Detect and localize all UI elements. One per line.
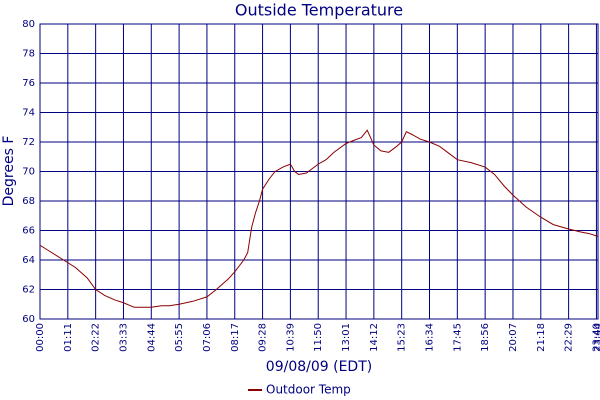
legend-label: Outdoor Temp — [266, 383, 351, 397]
x-tick-label: 14:12 — [369, 323, 380, 352]
x-tick-label: 11:50 — [313, 323, 324, 352]
x-tick-label: 05:55 — [174, 323, 185, 352]
x-tick-label: 23:44 — [593, 323, 600, 352]
y-tick-label: 60 — [22, 314, 35, 325]
x-tick-label: 09:28 — [258, 323, 269, 352]
x-tick-label: 16:34 — [425, 323, 436, 352]
y-tick-label: 76 — [22, 78, 35, 89]
y-tick-label: 68 — [22, 196, 35, 207]
x-tick-label: 23:40 — [591, 323, 600, 352]
x-tick-label: 15:23 — [397, 323, 408, 352]
data-line — [39, 129, 599, 308]
x-tick-label: 03:33 — [118, 323, 129, 352]
x-tick-label: 07:06 — [202, 323, 213, 352]
y-tick-label: 80 — [22, 19, 35, 30]
y-tick-label: 78 — [22, 49, 35, 60]
x-axis-label: 09/08/09 (EDT) — [266, 359, 372, 375]
y-tick-label: 72 — [22, 137, 35, 148]
x-tick-label: 10:39 — [285, 323, 296, 352]
y-tick-label: 70 — [22, 167, 35, 178]
x-tick-label: 18:56 — [480, 323, 491, 352]
y-tick-label: 62 — [22, 285, 35, 296]
x-tick-label: 00:00 — [35, 323, 46, 352]
y-tick-label: 66 — [22, 226, 35, 237]
x-tick-label: 02:22 — [91, 323, 102, 352]
y-tick-label: 64 — [22, 255, 35, 266]
x-tick-label: 01:11 — [63, 323, 74, 352]
x-tick-label: 13:01 — [341, 323, 352, 352]
x-tick-label: 17:45 — [452, 323, 463, 352]
x-tick-label: 22:29 — [564, 323, 575, 352]
chart-title: Outside Temperature — [235, 1, 403, 20]
y-tick-label: 74 — [22, 108, 35, 119]
x-tick-label: 04:44 — [146, 323, 157, 352]
x-tick-label: 20:07 — [508, 323, 519, 352]
x-tick-label: 21:18 — [536, 323, 547, 352]
y-axis-label: Degrees F — [1, 136, 17, 207]
x-tick-label: 08:17 — [230, 323, 241, 352]
